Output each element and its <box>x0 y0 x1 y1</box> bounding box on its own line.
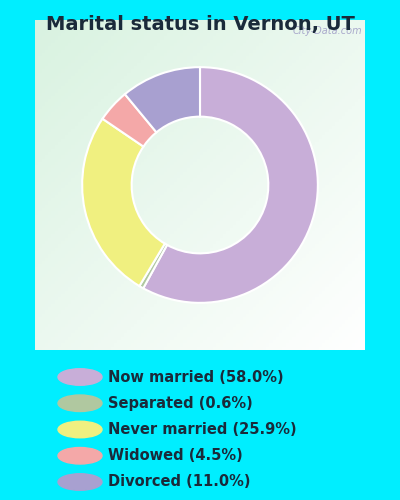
Text: Divorced (11.0%): Divorced (11.0%) <box>108 474 250 490</box>
Wedge shape <box>102 94 156 146</box>
Circle shape <box>58 448 102 464</box>
Text: Now married (58.0%): Now married (58.0%) <box>108 370 284 384</box>
Text: Never married (25.9%): Never married (25.9%) <box>108 422 297 437</box>
Wedge shape <box>82 119 165 286</box>
Circle shape <box>58 421 102 438</box>
Circle shape <box>58 395 102 411</box>
Text: Widowed (4.5%): Widowed (4.5%) <box>108 448 243 463</box>
Wedge shape <box>139 244 167 288</box>
Text: Separated (0.6%): Separated (0.6%) <box>108 396 253 411</box>
Text: Marital status in Vernon, UT: Marital status in Vernon, UT <box>46 15 354 34</box>
Circle shape <box>58 369 102 385</box>
Text: City-Data.com: City-Data.com <box>293 26 363 36</box>
Wedge shape <box>125 67 200 132</box>
Wedge shape <box>143 67 318 303</box>
Circle shape <box>58 474 102 490</box>
